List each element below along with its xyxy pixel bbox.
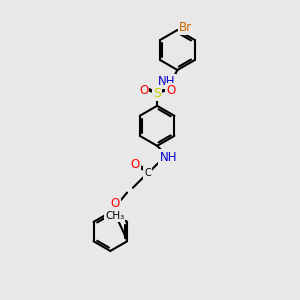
- Text: O: O: [110, 197, 120, 210]
- Text: C: C: [144, 168, 151, 178]
- Text: Br: Br: [179, 21, 192, 34]
- Text: NH: NH: [160, 151, 177, 164]
- Text: O: O: [130, 158, 140, 171]
- Text: S: S: [153, 87, 161, 100]
- Text: O: O: [139, 84, 148, 97]
- Text: CH₃: CH₃: [105, 211, 124, 221]
- Text: O: O: [166, 84, 175, 97]
- Text: NH: NH: [158, 75, 175, 88]
